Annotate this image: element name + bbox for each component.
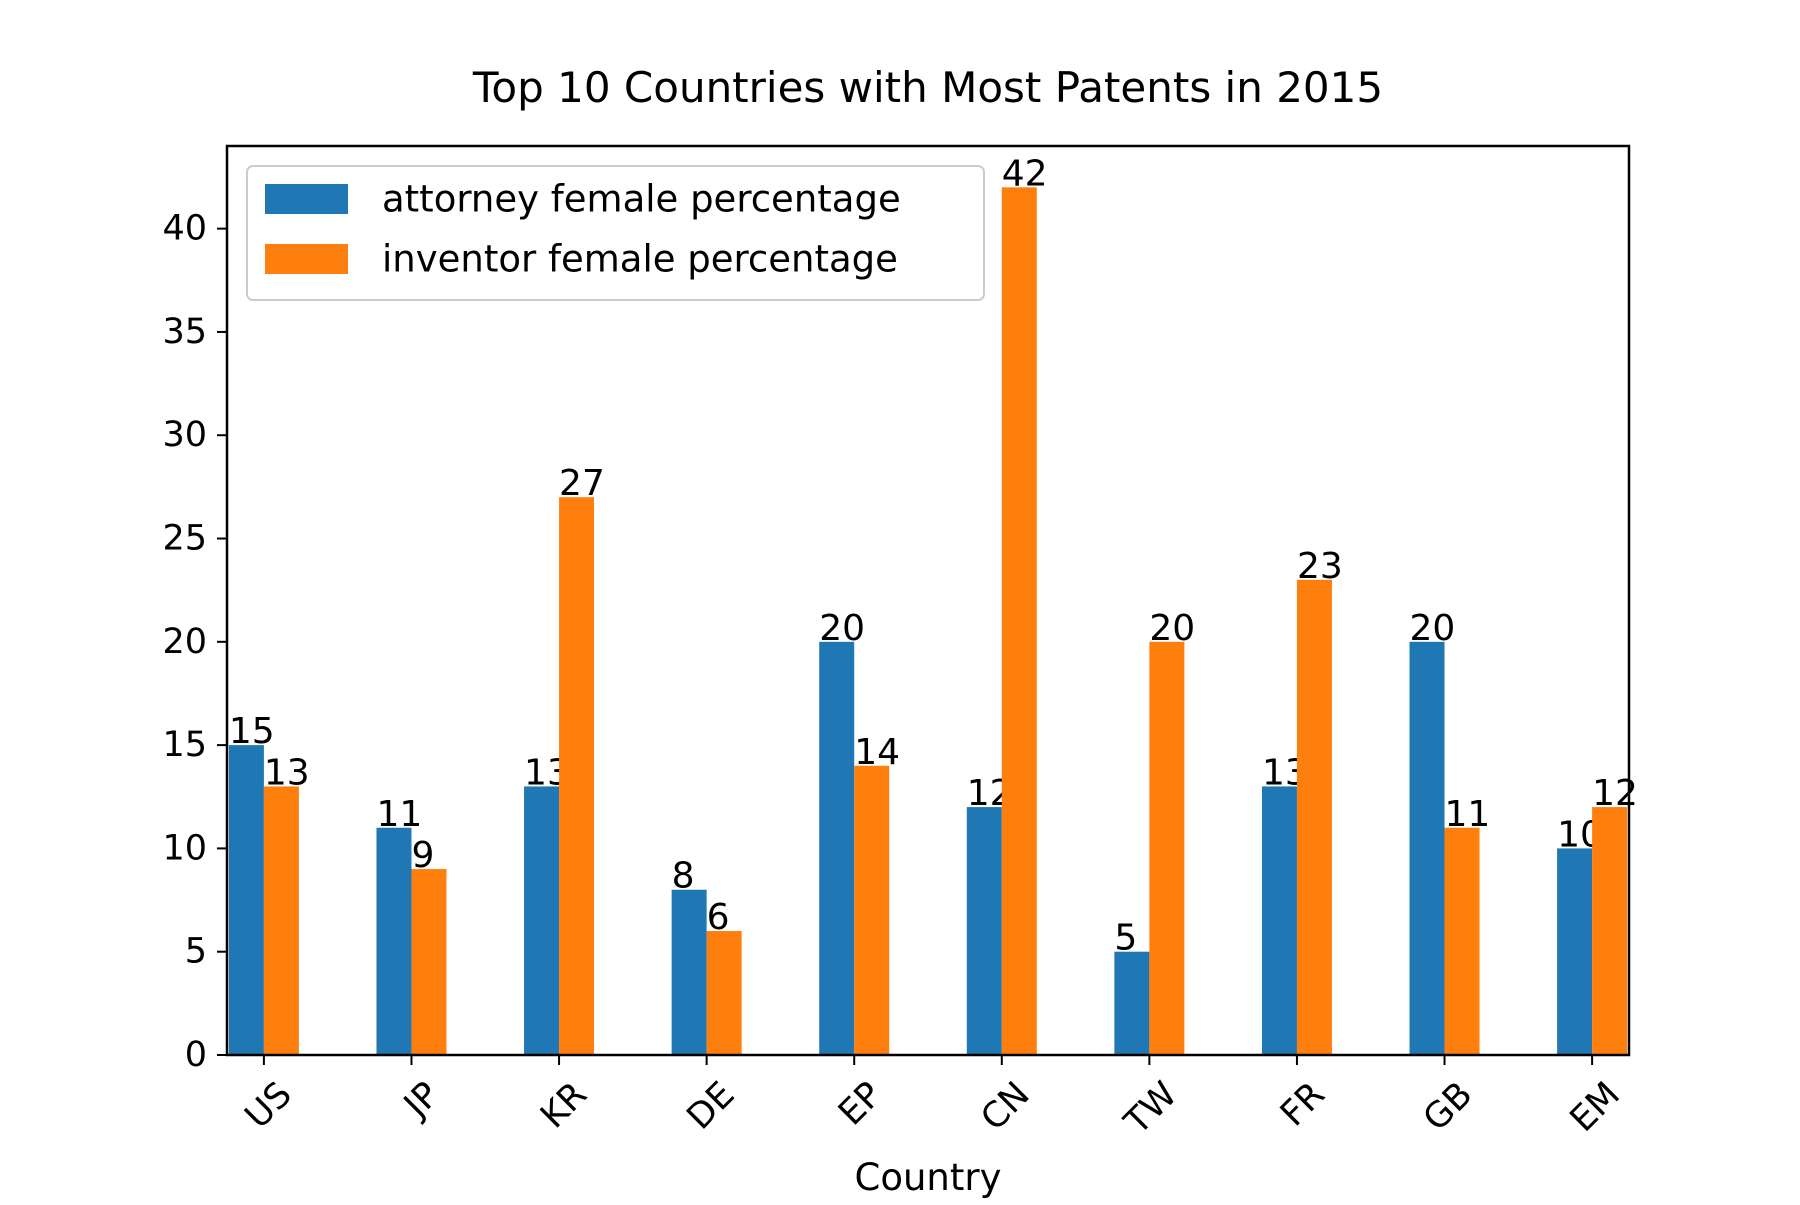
- bar-attorney-em: [1557, 848, 1592, 1055]
- bar-inventor-gb: [1445, 828, 1480, 1055]
- y-tick-label-10: 10: [162, 828, 207, 868]
- data-label-inventor-gb: 11: [1445, 794, 1491, 835]
- legend-swatch-inventor: [265, 244, 348, 274]
- bar-inventor-tw: [1149, 642, 1184, 1055]
- bar-inventor-jp: [411, 869, 446, 1055]
- data-label-inventor-us: 13: [264, 752, 310, 793]
- y-tick-label-25: 25: [162, 519, 207, 559]
- y-tick-label-30: 30: [162, 415, 207, 455]
- legend-label-inventor: inventor female percentage: [382, 238, 898, 281]
- bar-attorney-tw: [1114, 952, 1149, 1055]
- data-label-inventor-fr: 23: [1297, 546, 1343, 587]
- data-label-inventor-ep: 14: [854, 732, 900, 773]
- bar-attorney-fr: [1262, 786, 1297, 1055]
- data-label-inventor-tw: 20: [1149, 608, 1195, 649]
- bar-inventor-ep: [854, 766, 889, 1055]
- legend-swatch-attorney: [265, 184, 348, 214]
- data-label-inventor-de: 6: [707, 897, 730, 938]
- x-axis-label: Country: [855, 1156, 1002, 1199]
- y-tick-label-15: 15: [162, 725, 207, 765]
- bar-attorney-us: [229, 745, 264, 1055]
- data-label-inventor-em: 12: [1592, 773, 1638, 814]
- bar-inventor-us: [264, 786, 299, 1055]
- bar-attorney-de: [672, 890, 707, 1055]
- y-tick-label-0: 0: [185, 1035, 207, 1075]
- bar-inventor-fr: [1297, 580, 1332, 1055]
- y-tick-label-35: 35: [162, 312, 207, 352]
- bar-attorney-gb: [1410, 642, 1445, 1055]
- y-tick-label-5: 5: [185, 932, 207, 972]
- data-label-attorney-ep: 20: [819, 608, 865, 649]
- bar-inventor-kr: [559, 497, 594, 1055]
- y-tick-label-20: 20: [162, 622, 207, 662]
- y-tick-label-40: 40: [162, 209, 207, 249]
- data-label-inventor-cn: 42: [1002, 153, 1048, 194]
- bar-attorney-kr: [524, 786, 559, 1055]
- bar-inventor-de: [707, 931, 742, 1055]
- bar-attorney-ep: [819, 642, 854, 1055]
- data-label-attorney-jp: 11: [376, 794, 422, 835]
- data-label-inventor-kr: 27: [559, 463, 605, 504]
- legend-label-attorney: attorney female percentage: [382, 178, 901, 221]
- bar-attorney-jp: [376, 828, 411, 1055]
- data-label-inventor-jp: 9: [411, 835, 434, 876]
- legend: attorney female percentage inventor femal…: [247, 166, 984, 300]
- bar-inventor-em: [1592, 807, 1627, 1055]
- bar-attorney-cn: [967, 807, 1002, 1055]
- data-label-attorney-de: 8: [672, 856, 695, 897]
- chart-title: Top 10 Countries with Most Patents in 20…: [472, 63, 1383, 112]
- data-label-attorney-tw: 5: [1114, 918, 1137, 959]
- data-label-attorney-us: 15: [229, 711, 275, 752]
- data-label-attorney-gb: 20: [1410, 608, 1456, 649]
- bar-inventor-cn: [1002, 187, 1037, 1055]
